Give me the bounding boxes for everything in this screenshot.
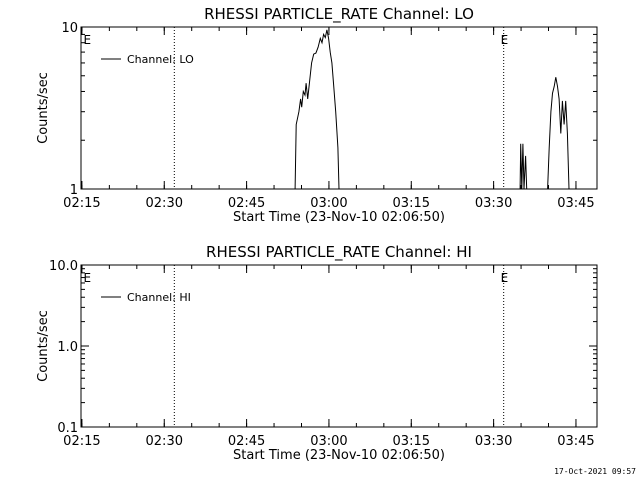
x-tick-label: 02:30 [146,434,183,449]
y-tick-label: 1.0 [57,340,78,355]
x-tick-label: 02:45 [228,196,265,211]
y-tick-label: 1 [70,183,78,198]
event-marker: E [83,271,91,285]
x-tick-label: 02:15 [63,434,100,449]
chart-hi: RHESSI PARTICLE_RATE Channel: HI 02:15 02:… [36,243,598,463]
x-axis-label: Start Time (23-Nov-10 02:06:50) [233,210,445,225]
event-marker: E [501,271,509,285]
x-tick-label: 02:30 [146,196,183,211]
event-marker: E [501,33,509,47]
x-tick-label: 03:45 [557,196,594,211]
x-tick-label: 03:00 [310,196,347,211]
x-axis-label: Start Time (23-Nov-10 02:06:50) [233,448,445,463]
chart-title: RHESSI PARTICLE_RATE Channel: LO [204,5,474,24]
legend-label: Channel: HI [127,291,191,304]
event-marker: E [83,33,91,47]
chart-lo: RHESSI PARTICLE_RATE Channel: LO 02:15 02:… [36,5,598,225]
legend-label: Channel: LO [127,53,194,66]
series-line [294,29,340,190]
x-tick-label: 03:30 [475,434,512,449]
x-tick-label: 03:15 [393,196,430,211]
x-tick-label: 02:45 [228,434,265,449]
y-axis-label: Counts/sec [36,72,51,144]
chart-title: RHESSI PARTICLE_RATE Channel: HI [206,243,472,262]
y-tick-label: 0.1 [57,421,78,436]
plot-frame [80,264,598,428]
y-tick-label: 10.0 [49,259,78,274]
series-line [519,143,528,190]
y-axis-label: Counts/sec [36,310,51,382]
footer-timestamp: 17-Oct-2021 09:57 [554,467,636,476]
x-tick-label: 03:00 [310,434,347,449]
x-tick-label: 03:45 [557,434,594,449]
x-tick-label: 02:15 [63,196,100,211]
x-tick-label: 03:15 [393,434,430,449]
series-line [547,77,570,190]
plot-frame [80,26,598,190]
y-tick-label: 10 [61,21,78,36]
x-tick-label: 03:30 [475,196,512,211]
